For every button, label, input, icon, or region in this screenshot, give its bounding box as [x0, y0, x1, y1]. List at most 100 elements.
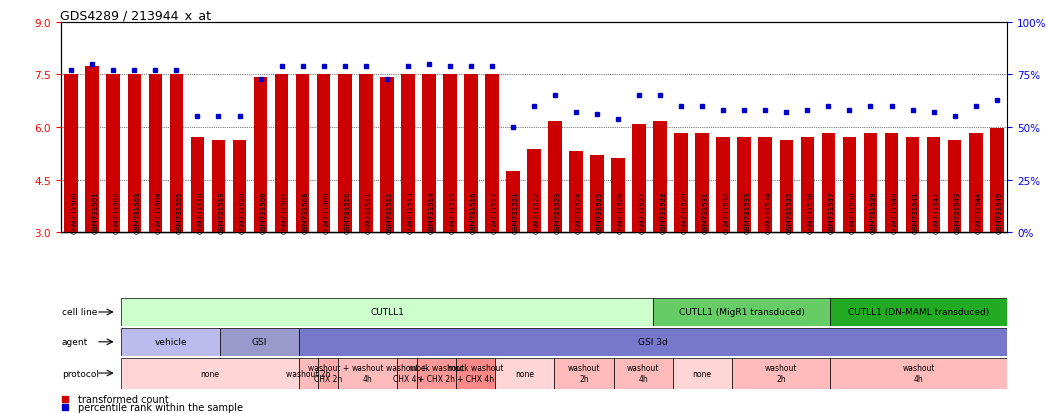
- Text: GSM731538: GSM731538: [849, 191, 855, 234]
- Text: GSM731526: GSM731526: [618, 191, 624, 234]
- Bar: [65, 75, 79, 233]
- Bar: [295, 75, 310, 233]
- Bar: [989, 128, 1003, 233]
- Text: none: none: [693, 369, 712, 377]
- Text: GSM731502: GSM731502: [113, 191, 119, 234]
- Text: washout
2h: washout 2h: [764, 363, 797, 383]
- Text: percentile rank within the sample: percentile rank within the sample: [77, 402, 243, 412]
- Bar: [191, 138, 204, 233]
- Bar: [422, 75, 436, 233]
- Text: GSM731524: GSM731524: [576, 192, 582, 234]
- Bar: [506, 171, 519, 233]
- Bar: [732, 358, 830, 389]
- Bar: [417, 358, 456, 389]
- Text: vehicle: vehicle: [154, 337, 187, 347]
- Text: GSI 3d: GSI 3d: [638, 337, 668, 347]
- Bar: [830, 358, 1007, 389]
- Text: GSM731521: GSM731521: [513, 191, 519, 234]
- Text: GSM731525: GSM731525: [597, 192, 603, 234]
- Text: cell line: cell line: [62, 308, 97, 317]
- Text: GSM731536: GSM731536: [807, 191, 814, 234]
- Text: washout +
CHX 2h: washout + CHX 2h: [308, 363, 349, 383]
- Bar: [338, 75, 352, 233]
- Bar: [948, 141, 961, 233]
- Bar: [570, 152, 583, 233]
- Text: washout +
CHX 4h: washout + CHX 4h: [386, 363, 427, 383]
- Bar: [695, 134, 709, 233]
- Text: GSM731532: GSM731532: [723, 191, 730, 234]
- Bar: [495, 358, 555, 389]
- Bar: [758, 138, 773, 233]
- Bar: [864, 134, 877, 233]
- Bar: [737, 138, 751, 233]
- Bar: [611, 159, 625, 233]
- Bar: [107, 75, 120, 233]
- Bar: [170, 75, 183, 233]
- Text: GSM731501: GSM731501: [92, 191, 98, 234]
- Bar: [801, 138, 815, 233]
- Text: GSM731543: GSM731543: [955, 191, 961, 234]
- Text: GSM731537: GSM731537: [828, 191, 834, 234]
- Bar: [128, 74, 141, 233]
- Bar: [317, 75, 331, 233]
- Bar: [653, 121, 667, 233]
- Text: GSM731542: GSM731542: [934, 192, 939, 234]
- Bar: [359, 75, 373, 233]
- Text: GSM731513: GSM731513: [407, 191, 414, 234]
- Text: GSM731518: GSM731518: [198, 191, 203, 234]
- Text: GSM731505: GSM731505: [176, 191, 182, 234]
- Text: GSM731531: GSM731531: [703, 191, 708, 234]
- Bar: [121, 298, 653, 326]
- Bar: [716, 138, 730, 233]
- Bar: [149, 75, 162, 233]
- Text: GSM731515: GSM731515: [450, 191, 455, 234]
- Text: GSM731544: GSM731544: [976, 192, 982, 234]
- Text: washout
4h: washout 4h: [903, 363, 935, 383]
- Bar: [927, 138, 940, 233]
- Text: transformed count: transformed count: [77, 394, 169, 404]
- Text: GSM731510: GSM731510: [344, 191, 351, 234]
- Bar: [380, 78, 394, 233]
- Bar: [86, 66, 99, 233]
- Bar: [672, 358, 732, 389]
- Bar: [298, 358, 318, 389]
- Text: none: none: [515, 369, 534, 377]
- Bar: [401, 75, 415, 233]
- Text: GSM731506: GSM731506: [261, 191, 267, 234]
- Bar: [591, 156, 604, 233]
- Text: washout
4h: washout 4h: [351, 363, 384, 383]
- Bar: [121, 358, 298, 389]
- Bar: [121, 328, 220, 356]
- Text: CUTLL1: CUTLL1: [371, 308, 404, 317]
- Text: GSM731535: GSM731535: [786, 191, 793, 234]
- Text: washout 2h: washout 2h: [286, 369, 331, 377]
- Bar: [338, 358, 397, 389]
- Bar: [780, 141, 794, 233]
- Text: GSM731514: GSM731514: [429, 191, 435, 234]
- Text: CUTLL1 (MigR1 transduced): CUTLL1 (MigR1 transduced): [678, 308, 804, 317]
- Text: washout
4h: washout 4h: [627, 363, 660, 383]
- Text: GSM731504: GSM731504: [155, 191, 161, 234]
- Text: mock washout
+ CHX 2h: mock washout + CHX 2h: [408, 363, 464, 383]
- Text: mock washout
+ CHX 4h: mock washout + CHX 4h: [448, 363, 504, 383]
- Bar: [653, 298, 830, 326]
- Bar: [968, 134, 982, 233]
- Bar: [674, 134, 688, 233]
- Bar: [232, 141, 246, 233]
- Text: GSM731541: GSM731541: [913, 191, 918, 234]
- Bar: [555, 358, 614, 389]
- Bar: [274, 75, 288, 233]
- Text: GSM731533: GSM731533: [744, 191, 751, 234]
- Text: GDS4289 / 213944_x_at: GDS4289 / 213944_x_at: [60, 9, 210, 21]
- Text: GSM731509: GSM731509: [324, 191, 330, 234]
- Text: GSM731522: GSM731522: [534, 192, 540, 234]
- Text: GSM731507: GSM731507: [282, 191, 288, 234]
- Text: CUTLL1 (DN-MAML transduced): CUTLL1 (DN-MAML transduced): [848, 308, 989, 317]
- Text: GSM731528: GSM731528: [661, 191, 666, 234]
- Text: GSM731519: GSM731519: [219, 191, 224, 234]
- Text: GSM731529: GSM731529: [682, 191, 687, 234]
- Bar: [843, 138, 856, 233]
- Bar: [885, 134, 898, 233]
- Text: protocol: protocol: [62, 369, 98, 377]
- Bar: [211, 141, 225, 233]
